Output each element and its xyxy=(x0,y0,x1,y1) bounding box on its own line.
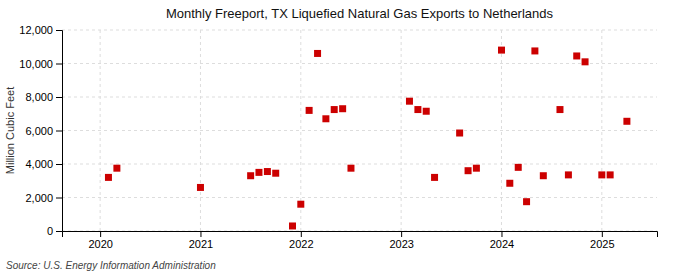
y-axis-title: Million Cubic Feet xyxy=(4,87,16,174)
y-tick: 0 xyxy=(47,225,62,237)
x-tick-mark xyxy=(501,231,502,237)
y-tick: 10,000 xyxy=(19,58,62,70)
x-tick-mark xyxy=(401,231,402,237)
y-grid-line xyxy=(62,97,657,98)
point xyxy=(247,172,254,179)
y-tick-label: 0 xyxy=(47,225,53,237)
point xyxy=(406,98,413,105)
point xyxy=(498,47,505,54)
point xyxy=(414,106,421,113)
point xyxy=(607,171,614,178)
x-tick-mark xyxy=(602,231,603,237)
x-tick-mark xyxy=(301,231,302,237)
point xyxy=(272,170,279,177)
point xyxy=(297,201,304,208)
x-tick-label: 2025 xyxy=(590,238,614,250)
point xyxy=(322,115,329,122)
x-tick-label: 2022 xyxy=(289,238,313,250)
x-tick-label: 2021 xyxy=(189,238,213,250)
point xyxy=(306,107,313,114)
y-grid-line xyxy=(62,30,657,31)
chart: 2020 2021 2022 2023 2024 2025 0 2,000 4,000 6,000… xyxy=(0,0,675,275)
point xyxy=(431,174,438,181)
source-note: Source: U.S. Energy Information Administ… xyxy=(6,260,216,271)
point xyxy=(523,198,530,205)
point xyxy=(456,130,463,137)
x-grid-line xyxy=(100,30,101,231)
x-tick: 2022 xyxy=(289,231,313,250)
y-tick-mark xyxy=(56,97,62,98)
y-tick-mark xyxy=(56,164,62,165)
y-tick: 12,000 xyxy=(19,24,62,36)
x-grid-line xyxy=(601,30,602,231)
point xyxy=(113,165,120,172)
y-tick-label: 10,000 xyxy=(19,58,53,70)
x-grid-line xyxy=(401,30,402,231)
title: Monthly Freeport, TX Liquefied Natural G… xyxy=(166,6,554,21)
y-tick: 6,000 xyxy=(25,125,62,137)
y-grid-line xyxy=(62,197,657,198)
y-grid-line xyxy=(62,164,657,165)
y-tick-label: 8,000 xyxy=(25,91,53,103)
x-tick: 2023 xyxy=(389,231,413,250)
x-tick-mark xyxy=(200,231,201,237)
point xyxy=(331,106,338,113)
point xyxy=(473,165,480,172)
y-tick: 2,000 xyxy=(25,192,62,204)
y-tick-mark xyxy=(56,30,62,31)
x-tick: 2020 xyxy=(88,231,112,250)
x-tick-label: 2023 xyxy=(389,238,413,250)
x-tick: 2021 xyxy=(189,231,213,250)
point xyxy=(598,171,605,178)
point xyxy=(197,184,204,191)
x-axis-line xyxy=(63,232,658,238)
point xyxy=(314,50,321,57)
point xyxy=(506,180,513,187)
x-tick: 2025 xyxy=(590,231,614,250)
point xyxy=(515,164,522,171)
point xyxy=(465,167,472,174)
y-grid-line xyxy=(62,130,657,131)
y-tick-label: 4,000 xyxy=(25,158,53,170)
y-tick: 4,000 xyxy=(25,158,62,170)
point xyxy=(289,222,296,229)
y-tick-mark xyxy=(56,231,62,232)
point xyxy=(255,169,262,176)
point xyxy=(339,105,346,112)
x-tick: 2024 xyxy=(490,231,514,250)
point xyxy=(623,118,630,125)
point xyxy=(540,172,547,179)
point xyxy=(556,106,563,113)
point xyxy=(565,171,572,178)
x-grid-line xyxy=(501,30,502,231)
y-tick-label: 12,000 xyxy=(19,24,53,36)
y-grid-line xyxy=(62,63,657,64)
y-tick-mark xyxy=(56,64,62,65)
point xyxy=(347,165,354,172)
y-tick-mark xyxy=(56,198,62,199)
x-tick-label: 2020 xyxy=(88,238,112,250)
points xyxy=(105,47,630,230)
point xyxy=(105,174,112,181)
x-grid-line xyxy=(200,30,201,231)
x-tick-mark xyxy=(100,231,101,237)
y-axis-line xyxy=(56,31,63,232)
y-tick-label: 6,000 xyxy=(25,125,53,137)
point xyxy=(264,168,271,175)
point xyxy=(423,108,430,115)
x-tick-label: 2024 xyxy=(490,238,514,250)
point xyxy=(531,47,538,54)
grid xyxy=(62,30,657,231)
y-tick-mark xyxy=(56,131,62,132)
y-axis: 0 2,000 4,000 6,000 8,000 10,000 12,000 xyxy=(19,24,62,237)
point xyxy=(573,52,580,59)
plot-area: 2020 2021 2022 2023 2024 2025 0 2,000 4,000 6,000… xyxy=(19,24,657,250)
x-axis: 2020 2021 2022 2023 2024 2025 xyxy=(63,231,658,250)
y-tick: 8,000 xyxy=(25,91,62,103)
point xyxy=(582,58,589,65)
y-tick-label: 2,000 xyxy=(25,192,53,204)
